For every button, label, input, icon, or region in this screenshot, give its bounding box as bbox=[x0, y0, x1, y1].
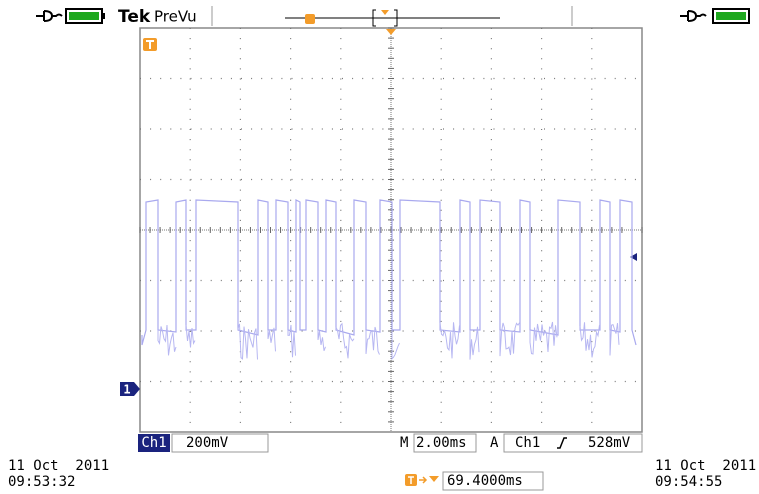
trigger-position: 69.4000ms bbox=[447, 473, 523, 489]
trigger-position-marker bbox=[143, 38, 157, 51]
timebase: 2.00ms bbox=[416, 435, 467, 451]
trigger-position-icon bbox=[405, 474, 439, 486]
trigger-source: Ch1 bbox=[515, 435, 540, 451]
channel: Ch1 bbox=[141, 435, 166, 451]
start-date: 11 Oct 2011 bbox=[8, 458, 109, 474]
end-date: 11 Oct 2011 bbox=[655, 458, 756, 474]
mode: PreVu bbox=[154, 8, 197, 26]
channel-marker-label: 1 bbox=[123, 383, 130, 397]
start-time: 09:53:32 bbox=[8, 474, 75, 490]
end-time: 09:54:55 bbox=[655, 474, 722, 490]
record-bar bbox=[285, 10, 500, 26]
scale: 200mV bbox=[186, 435, 229, 451]
trigger-label: A bbox=[490, 435, 499, 451]
trigger-level: 528mV bbox=[588, 435, 631, 451]
power-icon bbox=[36, 9, 105, 23]
brand: Tek bbox=[118, 7, 151, 27]
power-icon-right bbox=[680, 9, 749, 23]
scope-screen: Tek PreVu 1 Ch1 200mV M 2.00ms A Ch1 528… bbox=[0, 0, 759, 494]
timebase-label: M bbox=[400, 435, 408, 451]
channel-marker: 1 bbox=[120, 382, 140, 397]
